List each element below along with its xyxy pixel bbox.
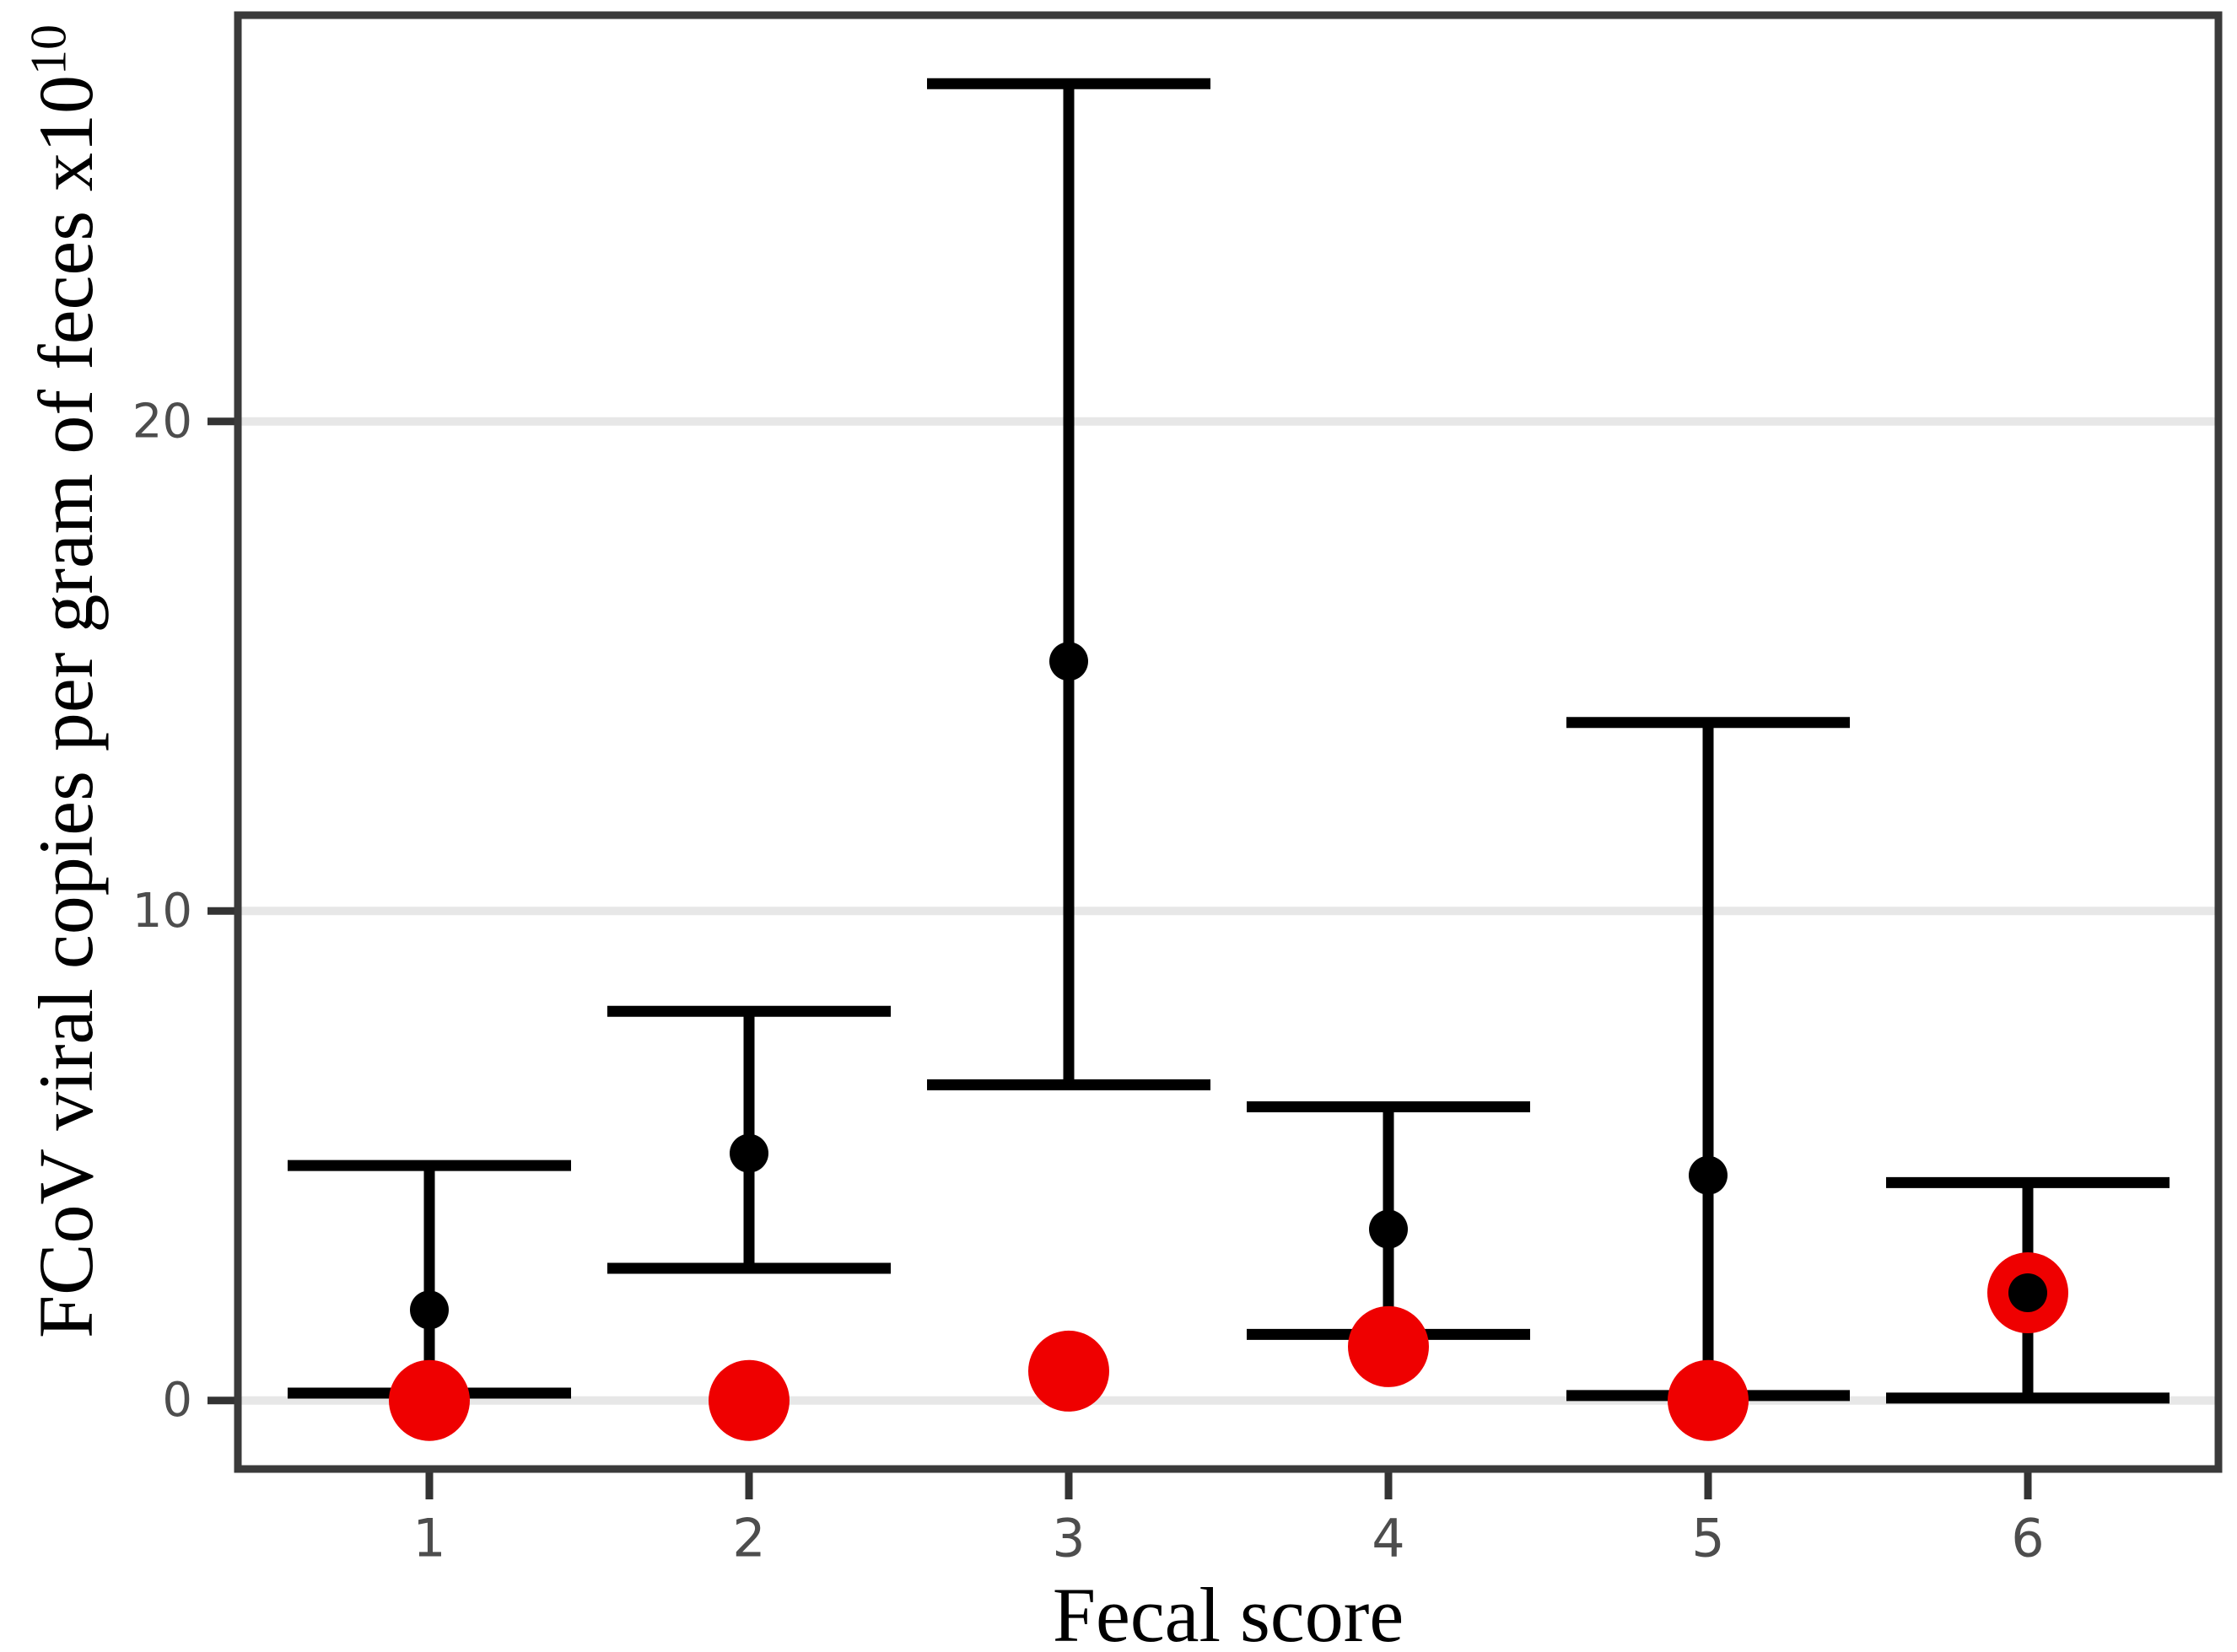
median-dot (709, 1359, 790, 1441)
x-tick-label: 1 (412, 1508, 445, 1569)
mean-dot (730, 1133, 768, 1173)
y-axis-title-text: FCoV viral copies per gram of feces x10 (23, 74, 109, 1339)
median-dot (1028, 1330, 1109, 1412)
y-tick-label: 0 (162, 1373, 192, 1428)
x-tick-label: 3 (1052, 1508, 1085, 1569)
mean-dot (1049, 642, 1088, 681)
median-dot (1348, 1305, 1429, 1387)
x-tick-label: 4 (1372, 1508, 1404, 1569)
mean-dot (2008, 1273, 2047, 1313)
median-dot (1668, 1359, 1749, 1441)
mean-dot (1369, 1209, 1408, 1249)
median-dot (389, 1359, 470, 1441)
panel-border (234, 11, 2223, 1473)
y-tick-label: 10 (132, 884, 192, 939)
mean-dot (410, 1290, 449, 1330)
y-tick-label: 20 (132, 394, 192, 449)
y-axis-title-superscript: 10 (20, 24, 77, 75)
x-tick-label: 6 (2011, 1508, 2044, 1569)
x-tick-label: 5 (1691, 1508, 1724, 1569)
mean-dot (1689, 1155, 1728, 1195)
y-axis-title: FCoV viral copies per gram of feces x101… (20, 24, 111, 1339)
x-tick-label: 2 (732, 1508, 765, 1569)
x-axis-title: Fecal score (1052, 1572, 1404, 1652)
